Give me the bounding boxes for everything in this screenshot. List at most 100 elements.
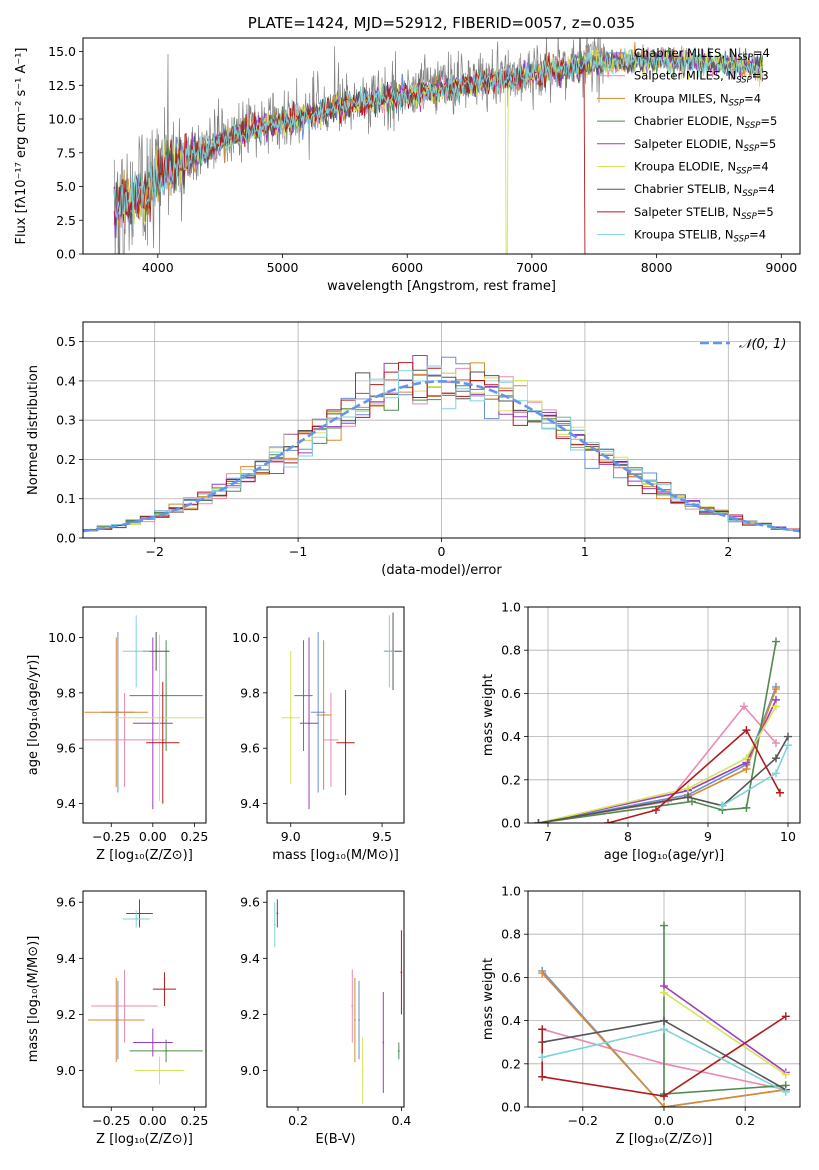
- point-salpeter_stelib: [161, 741, 164, 744]
- weight-marker-kroupa_stelib: [772, 769, 780, 778]
- legend-entry: Salpeter MILES, NSSP=3: [634, 69, 769, 86]
- weight-marker-kroupa_miles: [538, 969, 547, 978]
- y-tick-label: 9.6: [240, 895, 260, 910]
- legend-tail: =4: [749, 228, 766, 242]
- point-kroupa_stelib: [135, 918, 138, 920]
- age_vs_Z-plot-area: [83, 615, 205, 810]
- x-tick-label: 0.00: [139, 829, 167, 844]
- x-tick-label: 8: [624, 829, 632, 844]
- y-tick-label: 15.0: [48, 44, 76, 59]
- y-tick-label: 10.0: [232, 630, 260, 645]
- x-tick-label: −0.2: [568, 1113, 598, 1128]
- spectrum-plot-area: [113, 38, 764, 254]
- mass_vs_ebv-panel: 0.2 0.4 9.0 9.2 9.4 9.6 E(B-V): [240, 890, 411, 1147]
- legend-name: Kroupa MILES, N: [634, 91, 729, 105]
- legend-sub: SSP: [737, 53, 753, 63]
- y-tick-label: 0.4: [501, 729, 521, 744]
- legend-entry: Kroupa MILES, NSSP=4: [634, 91, 761, 108]
- y-tick-label: 0.5: [56, 334, 76, 349]
- y-tick-label: 9.4: [240, 796, 260, 811]
- y-tick-label: 5.0: [56, 179, 76, 194]
- legend-entry: Chabrier STELIB, NSSP=4: [634, 182, 775, 199]
- x-tick-label: −0.25: [92, 1113, 130, 1128]
- y-tick-label: 9.0: [240, 1063, 260, 1078]
- x-tick-label: 9.5: [372, 829, 392, 844]
- x-tick-label: 0.0: [654, 1113, 674, 1128]
- point-chabrier_elodie: [302, 694, 305, 697]
- legend-entry: Kroupa ELODIE, NSSP=4: [634, 160, 769, 177]
- mass_vs_ebv-plot-area: [273, 899, 403, 1105]
- weight-marker-chabrier_elodie: [772, 637, 780, 646]
- x-axis-label: age [log₁₀(age/yr)]: [604, 848, 725, 863]
- y-axis-label: Flux [fλ10⁻¹⁷ erg cm⁻² s⁻¹ A⁻¹]: [14, 48, 29, 245]
- weight-marker-salpeter_miles: [772, 739, 780, 748]
- legend-sub: SSP: [734, 235, 750, 245]
- y-tick-label: 0.0: [501, 816, 521, 831]
- point-kroupa_elodie: [289, 716, 292, 719]
- weight-marker-kroupa_elodie: [742, 754, 751, 763]
- x-axis-label: wavelength [Angstrom, rest frame]: [327, 279, 556, 294]
- weight-marker-kroupa_stelib: [660, 1025, 668, 1034]
- y-tick-label: 1.0: [501, 884, 521, 899]
- y-tick-label: 12.5: [48, 78, 76, 93]
- point-chabrier_miles: [317, 711, 320, 714]
- x-tick-label: 9: [704, 829, 712, 844]
- weight-marker-chabrier_elodie: [742, 803, 751, 812]
- y-tick-label: 10.0: [48, 112, 76, 127]
- x-tick-label: −0.25: [92, 829, 130, 844]
- weight-marker-kroupa_elodie: [781, 1070, 790, 1079]
- mass_vs_Z-panel: −0.25 0.00 0.25 9.0 9.2 9.4 9.6 Z [log₁₀(Z/Z⊙)]…: [26, 890, 208, 1147]
- point-chabrier_elodie: [397, 1049, 400, 1052]
- weight_vs_Z-plot-area: [538, 921, 790, 1107]
- weight-marker-kroupa_stelib: [784, 741, 792, 750]
- x-tick-label: 0.2: [735, 1113, 755, 1128]
- y-axis-label: Normed distribution: [26, 365, 41, 495]
- legend-entry: Kroupa STELIB, NSSP=4: [634, 228, 766, 245]
- y-tick-label: 2.5: [56, 213, 76, 228]
- point-salpeter_stelib: [163, 988, 166, 991]
- age_vs_mass-panel: 9.0 9.5 9.4 9.6 9.8 10.0 mass [log₁₀(M/M⊙)]: [232, 606, 405, 863]
- legend-tail: =4: [752, 160, 769, 174]
- x-tick-label: 7: [544, 829, 552, 844]
- x-tick-label: 0.2: [288, 1113, 308, 1128]
- x-tick-label: 8000: [641, 260, 673, 275]
- y-tick-label: 0.0: [56, 247, 76, 262]
- point-chabrier_stelib: [138, 912, 141, 915]
- legend-entry: Chabrier ELODIE, NSSP=5: [634, 114, 777, 131]
- weight-marker-salpeter_stelib: [538, 1072, 547, 1081]
- x-tick-label: 9000: [765, 260, 797, 275]
- weight-line-kroupa_elodie: [663, 991, 787, 1076]
- mass_vs_Z-frame: [82, 890, 207, 1108]
- weight-marker-salpeter_stelib: [776, 788, 784, 797]
- y-tick-label: 0.6: [501, 686, 521, 701]
- legend-tail: =5: [760, 114, 777, 128]
- x-tick-label: 1: [581, 544, 589, 559]
- x-tick-label: 5000: [267, 260, 299, 275]
- legend-name: Chabrier STELIB, N: [634, 182, 742, 196]
- legend-name: Kroupa STELIB, N: [634, 228, 734, 242]
- age_vs_mass-frame: [266, 606, 405, 824]
- point-chabrier_stelib: [276, 912, 279, 915]
- y-axis-label: mass [log₁₀(M/M⊙)]: [26, 936, 41, 1063]
- x-axis-label: (data-model)/error: [381, 563, 502, 578]
- x-tick-label: 0: [438, 544, 446, 559]
- y-tick-label: 1.0: [501, 600, 521, 615]
- age_vs_Z-panel: −0.25 0.00 0.25 9.4 9.6 9.8 10.0 Z [log₁₀(Z/Z⊙)…: [26, 606, 208, 863]
- x-tick-label: 0.25: [180, 1113, 208, 1128]
- x-tick-label: 4000: [142, 260, 174, 275]
- legend-tail: =5: [757, 205, 774, 219]
- y-tick-label: 9.8: [240, 685, 260, 700]
- y-tick-label: 10.0: [48, 630, 76, 645]
- legend-name: Salpeter ELODIE, N: [634, 137, 744, 151]
- weight-line-kroupa_elodie: [538, 706, 777, 823]
- legend-sub: SSP: [741, 212, 757, 222]
- legend-sub: SSP: [729, 98, 745, 108]
- y-tick-label: 0.4: [501, 1013, 521, 1028]
- legend-tail: =4: [753, 46, 770, 60]
- point-salpeter_miles: [330, 739, 332, 741]
- point-kroupa_stelib: [388, 650, 391, 653]
- x-tick-label: 7000: [516, 260, 548, 275]
- x-axis-label: E(B-V): [315, 1132, 355, 1147]
- y-tick-label: 9.8: [56, 685, 76, 700]
